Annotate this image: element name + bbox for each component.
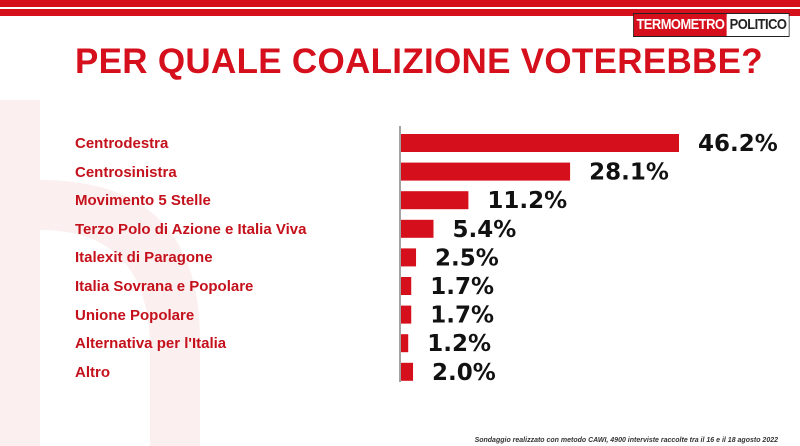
termometro-politico-logo: TERMOMETRO POLITICO — [633, 13, 790, 37]
value-label: 1.7% — [430, 274, 494, 300]
bar — [401, 248, 417, 267]
category-label: Terzo Polo di Azione e Italia Viva — [75, 220, 307, 238]
bar — [401, 191, 469, 210]
category-label: Movimento 5 Stelle — [75, 192, 211, 210]
value-label: 28.1% — [589, 160, 669, 186]
value-label: 1.7% — [430, 303, 494, 329]
chart-title: PER QUALE COALIZIONE VOTEREBBE? — [75, 42, 763, 81]
value-label: 5.4% — [452, 217, 516, 243]
category-label: Italia Sovrana e Popolare — [75, 278, 254, 295]
bar — [401, 334, 409, 353]
logo-text-termometro: TERMOMETRO — [633, 14, 728, 36]
bar — [401, 219, 434, 238]
survey-footnote: Sondaggio realizzato con metodo CAWI, 49… — [474, 437, 778, 444]
category-label: Centrosinistra — [75, 163, 177, 181]
top-banner-divider — [0, 7, 800, 9]
category-label: Centrodestra — [75, 135, 169, 152]
value-label: 11.2% — [487, 188, 567, 214]
value-label: 2.5% — [435, 245, 499, 271]
category-label: Italexit di Paragone — [75, 249, 213, 267]
value-label: 1.2% — [427, 331, 491, 357]
value-label: 46.2% — [698, 131, 778, 157]
category-label: Unione Popolare — [75, 306, 195, 324]
category-label: Alternativa per l'Italia — [75, 335, 227, 353]
bar — [401, 305, 412, 324]
logo-text-politico: POLITICO — [727, 14, 789, 36]
background-watermark-shape — [0, 100, 200, 446]
category-label: Altro — [75, 363, 110, 381]
bar — [401, 277, 412, 295]
bar — [401, 162, 571, 181]
bar — [401, 134, 679, 152]
bar — [401, 362, 414, 381]
value-label: 2.0% — [432, 360, 496, 386]
